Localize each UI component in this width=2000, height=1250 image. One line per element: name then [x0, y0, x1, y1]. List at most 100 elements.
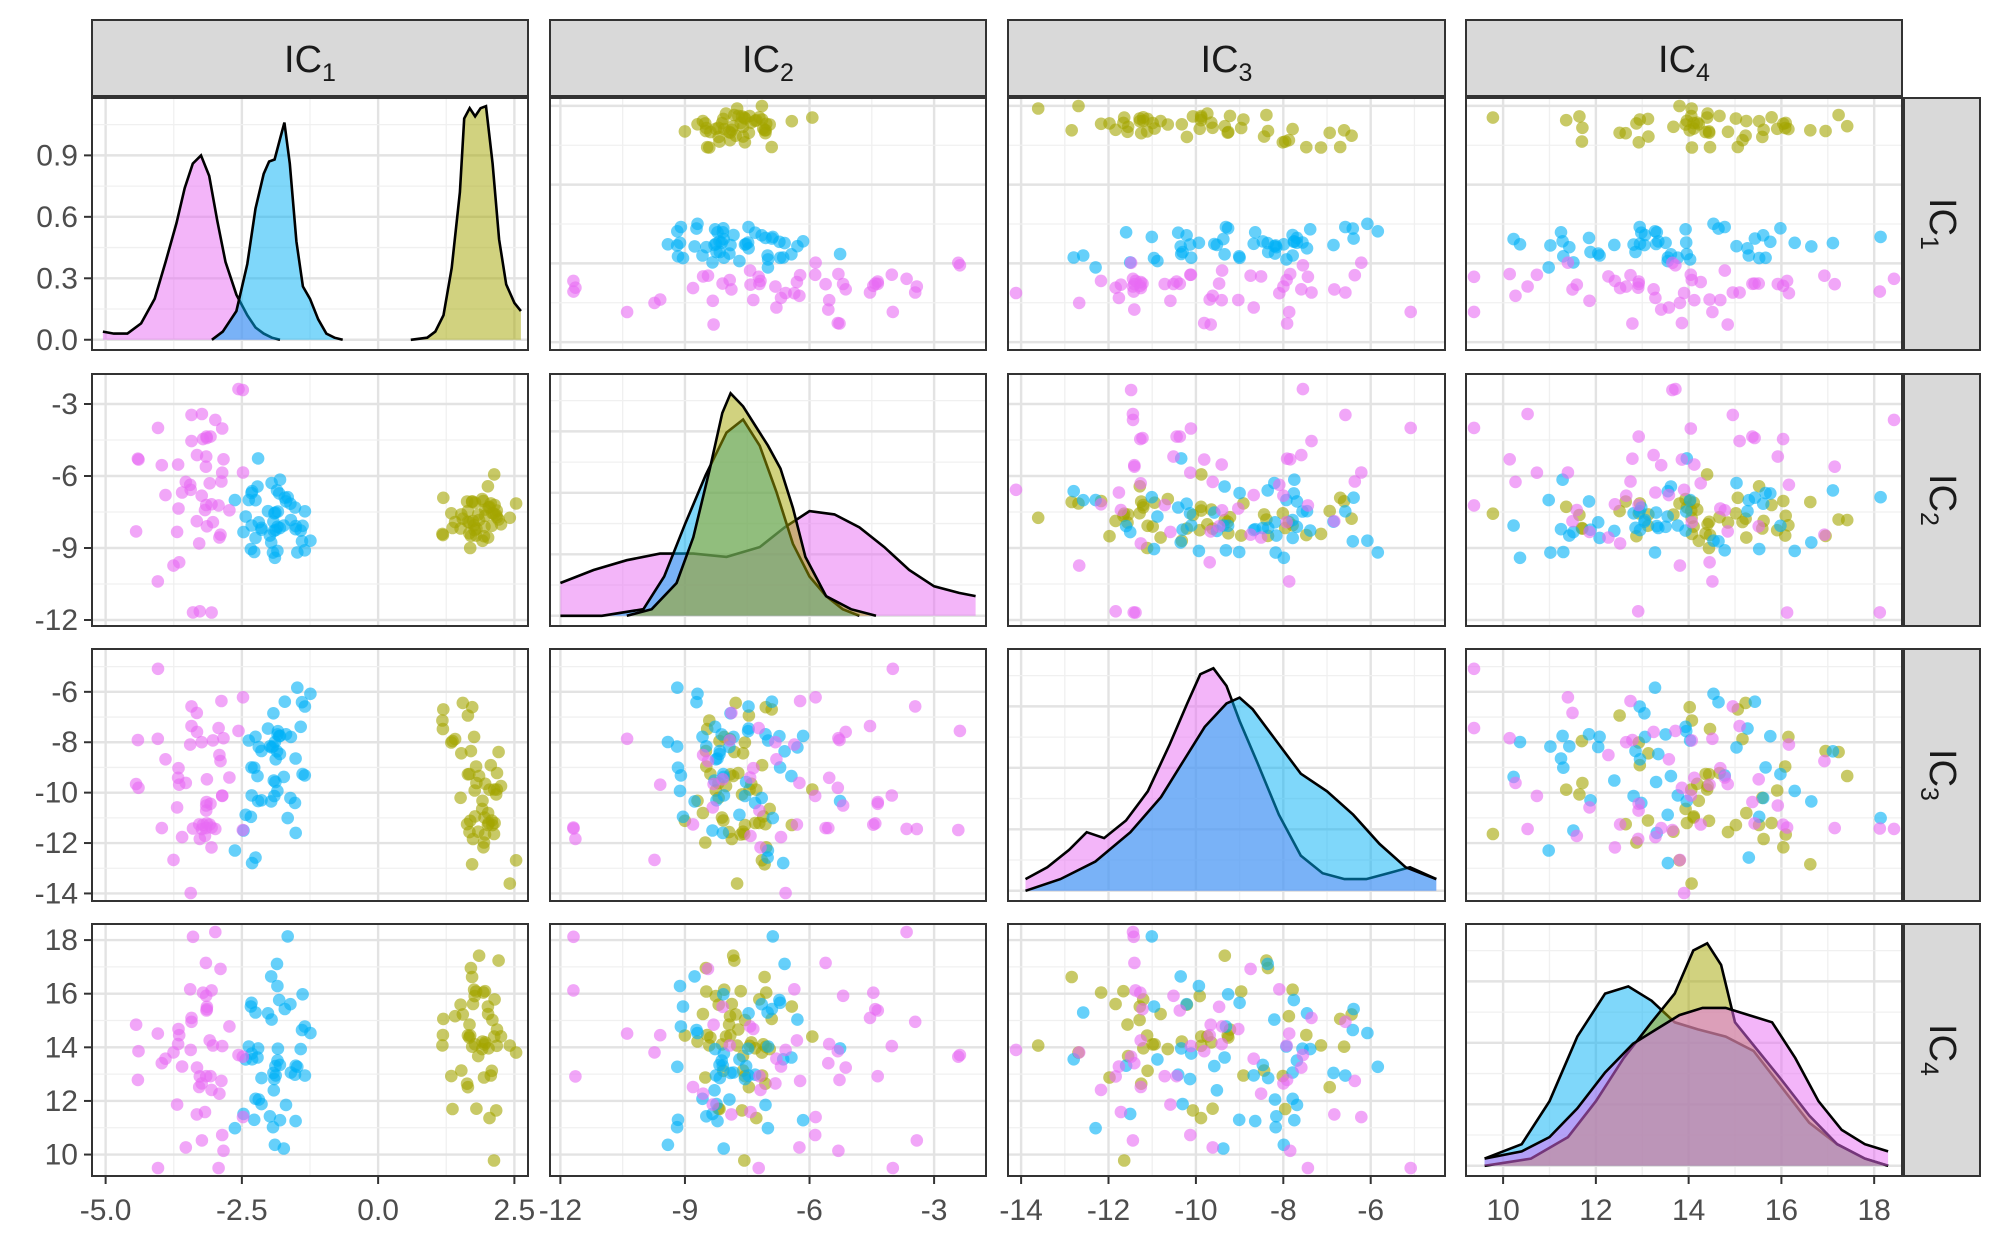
- point-group3: [1748, 817, 1761, 830]
- point-group3: [1296, 382, 1310, 396]
- point-group3: [1583, 801, 1596, 814]
- point-group1: [464, 744, 478, 758]
- point-group3: [1673, 853, 1687, 867]
- point-group1: [1740, 806, 1753, 820]
- point-group3: [1619, 489, 1633, 503]
- point-group1: [454, 998, 467, 1011]
- point-group3: [1647, 448, 1660, 462]
- point-group3: [910, 822, 924, 836]
- x-tick-label: -3: [921, 1194, 948, 1227]
- point-group3: [179, 776, 193, 790]
- point-group3: [1112, 486, 1126, 499]
- point-group3: [769, 280, 782, 293]
- point-group2: [1759, 761, 1772, 774]
- point-group2: [1233, 996, 1246, 1010]
- point-group2: [1659, 728, 1672, 741]
- point-group3: [1706, 732, 1719, 746]
- point-group2: [295, 1023, 309, 1037]
- point-group2: [251, 794, 265, 808]
- point-group3: [1887, 413, 1901, 427]
- point-group3: [1530, 466, 1544, 480]
- point-group2: [291, 546, 304, 559]
- panel-border: [1465, 373, 1903, 627]
- strip-label: IC3: [1201, 39, 1253, 87]
- y-tick-label: 12: [45, 1085, 78, 1118]
- point-group3: [1232, 502, 1245, 515]
- point-group1: [1148, 1038, 1161, 1051]
- point-group3: [1126, 1134, 1140, 1147]
- point-group1: [1103, 117, 1116, 130]
- point-group3: [871, 1004, 885, 1017]
- point-group2: [294, 1042, 308, 1056]
- point-group1: [1692, 118, 1706, 131]
- point-group1: [437, 703, 450, 716]
- point-group1: [509, 1046, 523, 1059]
- point-group1: [436, 1039, 449, 1052]
- point-group2: [269, 1059, 282, 1073]
- point-group3: [1301, 270, 1315, 284]
- point-group1: [696, 806, 710, 820]
- point-group3: [1348, 475, 1362, 488]
- point-group1: [1133, 1013, 1146, 1027]
- point-group3: [706, 1098, 720, 1111]
- point-group3: [1204, 318, 1217, 331]
- point-group2: [688, 795, 701, 808]
- point-group2: [1286, 249, 1299, 262]
- point-group1: [1206, 1102, 1219, 1115]
- point-group2: [690, 222, 703, 235]
- point-group2: [741, 1042, 755, 1055]
- point-group3: [1818, 754, 1831, 768]
- point-group1: [490, 766, 504, 780]
- point-group2: [279, 1098, 293, 1112]
- point-group2: [291, 681, 304, 694]
- panel-r4-c1: [91, 923, 529, 1177]
- point-group3: [1782, 478, 1796, 492]
- point-group3: [192, 818, 206, 831]
- point-group3: [908, 1015, 922, 1029]
- point-group3: [953, 1048, 967, 1062]
- density-area-group2: [211, 122, 343, 340]
- point-group3: [185, 434, 198, 448]
- point-group1: [1195, 468, 1208, 481]
- point-group1: [1819, 124, 1832, 138]
- point-group3: [131, 1073, 145, 1087]
- point-group3: [686, 281, 700, 295]
- point-group3: [953, 724, 967, 738]
- point-group3: [1752, 520, 1765, 533]
- point-group3: [1467, 721, 1481, 735]
- panel-r3-c4: [1465, 648, 1903, 902]
- point-group2: [1346, 1023, 1360, 1037]
- point-group3: [747, 293, 760, 307]
- point-group2: [791, 1013, 804, 1026]
- point-group3: [1404, 1161, 1417, 1175]
- point-group2: [1147, 251, 1161, 265]
- point-group1: [1323, 504, 1336, 518]
- point-group2: [1151, 510, 1164, 523]
- point-group3: [1521, 280, 1534, 293]
- density-line-group1: [626, 390, 877, 618]
- point-group3: [217, 453, 230, 466]
- point-group2: [1874, 490, 1887, 504]
- point-group1: [1576, 776, 1589, 790]
- point-group2: [1554, 226, 1568, 239]
- point-group2: [271, 1042, 285, 1055]
- point-group1: [446, 1102, 459, 1116]
- point-group2: [1742, 493, 1756, 507]
- point-group1: [1282, 1009, 1296, 1023]
- x-tick-label: -12: [539, 1194, 582, 1227]
- point-group1: [448, 515, 462, 529]
- point-group1: [699, 836, 712, 849]
- point-group2: [267, 707, 280, 720]
- point-group2: [1730, 239, 1743, 253]
- point-group3: [871, 797, 884, 811]
- point-group1: [483, 500, 496, 514]
- point-group3: [1818, 269, 1831, 283]
- point-group2: [1608, 774, 1621, 787]
- point-group3: [1212, 520, 1226, 533]
- point-group2: [1759, 251, 1772, 265]
- point-group2: [1089, 261, 1102, 274]
- point-group2: [1067, 251, 1080, 264]
- panel-border: [549, 923, 987, 1177]
- point-group2: [1593, 249, 1606, 262]
- point-group3: [151, 1027, 165, 1040]
